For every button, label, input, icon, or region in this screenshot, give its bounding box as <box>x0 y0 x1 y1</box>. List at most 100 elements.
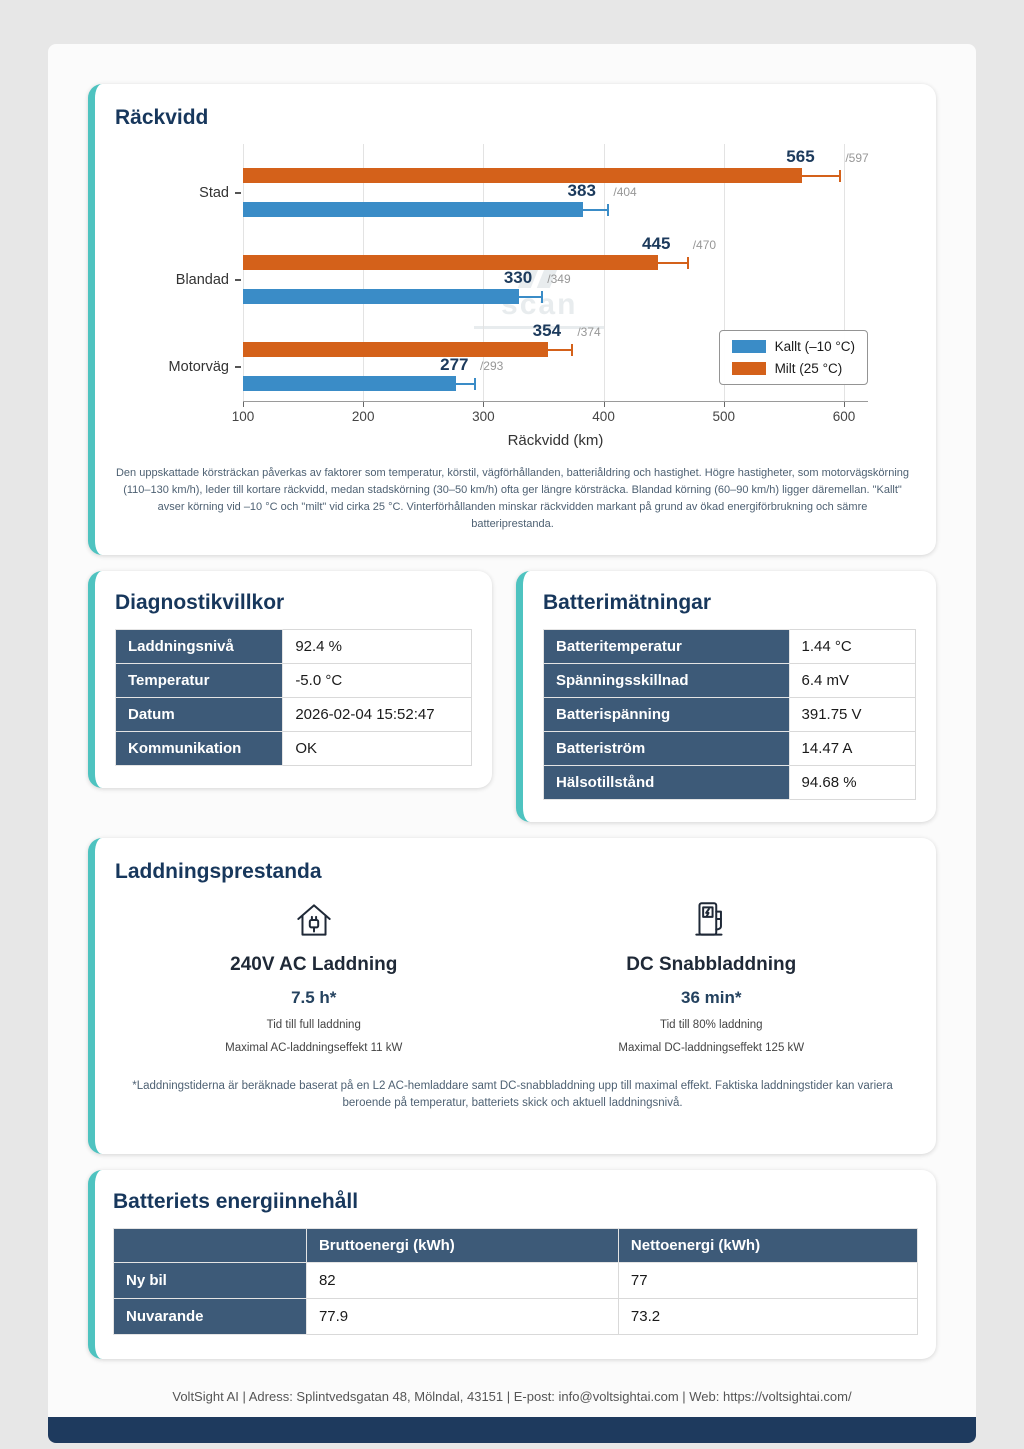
range-bar <box>243 168 802 183</box>
range-chart: Stad Blandad Motorväg scan Kallt (–10 °C) M… <box>115 144 910 449</box>
x-tick-mark <box>363 402 365 407</box>
error-bar-cap <box>571 343 574 356</box>
table-row: Batteriström 14.47 A <box>543 731 917 767</box>
row-label-cell: Batteritemperatur <box>543 629 790 665</box>
gridline <box>603 144 605 401</box>
error-bar-cap <box>839 169 842 182</box>
legend-swatch <box>731 362 766 375</box>
energy-row-label: Ny bil <box>113 1262 307 1300</box>
legend-swatch <box>731 340 766 353</box>
bar-max-label: /404 <box>613 185 637 199</box>
energy-value-cell: 77 <box>617 1262 919 1300</box>
battery-measurements-table: Batteritemperatur 1.44 °C Spänningsskillna… <box>543 629 917 801</box>
x-tick-label: 400 <box>592 409 615 424</box>
x-tick-mark <box>723 402 725 407</box>
row-value-cell: 92.4 % <box>282 629 472 665</box>
dc-charging-time: 36 min* <box>681 988 742 1008</box>
row-value-cell: 1.44 °C <box>788 629 917 665</box>
footer-bar <box>48 1417 976 1443</box>
bar-max-label: /597 <box>845 151 869 165</box>
chart-plot-column: scan Kallt (–10 °C) Milt (25 °C) 565/597 3… <box>232 144 874 449</box>
bar-max-label: /374 <box>577 325 601 339</box>
error-bar-cap <box>541 290 544 303</box>
charging-columns: 240V AC Laddning 7.5 h* Tid till full la… <box>115 898 910 1054</box>
gridline <box>843 144 845 401</box>
bar-value-label: 565 <box>786 147 815 166</box>
x-tick-label: 300 <box>472 409 495 424</box>
range-bar <box>243 202 584 217</box>
x-tick-label: 100 <box>231 409 255 424</box>
bar-max-label: /349 <box>547 272 571 286</box>
range-section: Räckvidd Stad Blandad Motorväg scan Kallt … <box>88 84 936 556</box>
table-row: Spänningsskillnad 6.4 mV <box>543 663 917 699</box>
row-label-cell: Datum <box>114 697 284 733</box>
chart-x-axis-label: Räckvidd (km) <box>507 432 604 449</box>
error-bar <box>455 382 475 385</box>
bar-value-label: 354 <box>532 321 562 340</box>
row-value-cell: 14.47 A <box>788 731 917 767</box>
battery-measurements-title: Batterimätningar <box>543 591 712 615</box>
legend-item: Kallt (–10 °C) <box>731 339 855 354</box>
footer-text: VoltSight AI | Adress: Splintvedsgatan 4… <box>172 1389 852 1405</box>
dc-fast-charger-icon <box>513 898 911 946</box>
row-label-cell: Spänningsskillnad <box>543 663 790 699</box>
row-label-cell: Kommunikation <box>114 731 284 767</box>
table-row: Temperatur -5.0 °C <box>114 663 472 699</box>
bar-max-label: /293 <box>479 359 504 373</box>
dc-charging-title: DC Snabbladdning <box>626 954 797 976</box>
row-value-cell: OK <box>282 731 472 767</box>
category-tick-mark <box>235 278 241 281</box>
chart-x-axis: 100 200 300 400 500 600 <box>232 402 868 426</box>
energy-header-row: Bruttoenergi (kWh) Nettoenergi (kWh) <box>113 1228 919 1264</box>
energy-value-cell: 82 <box>305 1262 619 1300</box>
table-row: Batteritemperatur 1.44 °C <box>543 629 917 665</box>
row-label-cell: Batterispänning <box>543 697 790 733</box>
error-bar <box>519 295 543 298</box>
energy-value-cell: 77.9 <box>305 1298 619 1336</box>
legend-label: Kallt (–10 °C) <box>774 339 855 354</box>
table-row: Laddningsnivå 92.4 % <box>114 629 472 665</box>
error-bar-cap <box>607 203 610 216</box>
gridline <box>723 144 725 401</box>
energy-column-header: Bruttoenergi (kWh) <box>305 1228 619 1264</box>
row-value-cell: 391.75 V <box>788 697 917 733</box>
category-tick-mark <box>235 365 241 368</box>
diagnostics-table: Laddningsnivå 92.4 % Temperatur -5.0 °C Datu… <box>114 629 472 767</box>
gridline <box>363 144 365 401</box>
x-tick-mark <box>843 402 845 407</box>
battery-measurements-section: Batterimätningar Batteritemperatur 1.44 °… <box>516 571 936 823</box>
table-row: Kommunikation OK <box>114 731 472 767</box>
bar-value-label: 383 <box>567 181 596 200</box>
x-tick-mark <box>483 402 485 407</box>
charging-title: Laddningsprestanda <box>115 860 322 884</box>
energy-section: Batteriets energiinnehåll Bruttoenergi (… <box>88 1170 936 1360</box>
home-charging-icon <box>115 898 513 946</box>
range-bar <box>243 289 520 304</box>
diagnostics-row: Diagnostikvillkor Laddningsnivå 92.4 % Tem… <box>88 571 936 823</box>
x-tick-mark <box>603 402 605 407</box>
dc-charging-note-1: Tid till 80% laddning <box>660 1019 763 1032</box>
energy-value-cell: 73.2 <box>617 1298 919 1336</box>
range-description: Den uppskattade körsträckan påverkas av … <box>115 467 910 531</box>
error-bar <box>583 208 609 211</box>
row-label-cell: Hälsotillstånd <box>543 765 790 801</box>
range-bar <box>243 376 456 391</box>
legend-item: Milt (25 °C) <box>731 361 855 376</box>
row-value-cell: 6.4 mV <box>788 663 917 699</box>
bar-value-label: 445 <box>642 234 671 253</box>
ac-charging-note-1: Tid till full laddning <box>266 1019 361 1032</box>
table-row: Hälsotillstånd 94.68 % <box>543 765 917 801</box>
table-row: Datum 2026-02-04 15:52:47 <box>114 697 472 733</box>
range-title: Räckvidd <box>115 106 209 129</box>
range-bar <box>243 255 658 270</box>
category-label: Stad <box>199 184 229 201</box>
error-bar <box>548 348 573 351</box>
chart-legend: Kallt (–10 °C) Milt (25 °C) <box>718 330 868 385</box>
category-tick-mark <box>235 191 241 194</box>
range-bar <box>243 342 549 357</box>
dc-charging-column: DC Snabbladdning 36 min* Tid till 80% la… <box>513 898 911 1054</box>
row-label-cell: Batteriström <box>543 731 790 767</box>
row-label-cell: Temperatur <box>114 663 284 699</box>
error-bar-cap <box>686 256 689 269</box>
charging-section: Laddningsprestanda 240V AC Laddning 7.5 … <box>88 838 936 1155</box>
